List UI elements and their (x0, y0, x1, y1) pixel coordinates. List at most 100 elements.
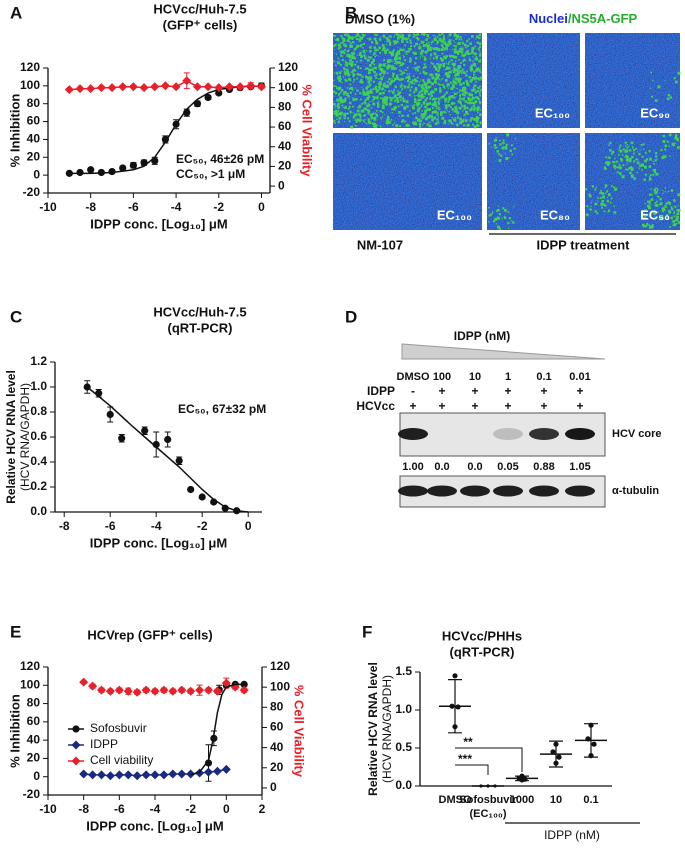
data-point (455, 704, 461, 710)
y-tick-label: 120 (20, 60, 40, 74)
data-point (171, 82, 181, 92)
y-axis-title: % Inhibition (7, 94, 22, 168)
row-mark: + (438, 384, 445, 398)
quantification: 0.0 (434, 461, 449, 473)
data-point (159, 685, 169, 695)
chart-title: HCVcc/Huh-7.5 (153, 304, 246, 319)
y-tick-label: 80 (27, 696, 41, 710)
data-point (79, 769, 89, 779)
data-point (177, 769, 187, 779)
micrograph (333, 133, 482, 230)
x-axis-title: IDPP conc. [Log₁₀] μM (86, 818, 223, 833)
data-point (140, 159, 148, 167)
data-point (215, 89, 223, 97)
y2-tick-label: 20 (278, 159, 292, 173)
data-point (214, 83, 224, 93)
data-point (150, 770, 160, 780)
data-point (88, 770, 98, 780)
data-point (141, 427, 149, 435)
panel-letter: C (10, 307, 22, 326)
y-tick-label: 0.8 (30, 404, 47, 418)
annotation: EC₅₀, 67±32 pM (178, 402, 266, 416)
data-point (212, 766, 222, 776)
y-tick-label: 0.0 (30, 504, 47, 518)
data-point (168, 686, 178, 696)
x-tick-label: -4 (150, 802, 161, 816)
significance-label: ** (463, 735, 473, 749)
row-mark: + (576, 384, 583, 398)
x-tick-label: -2 (185, 802, 196, 816)
x-tick-label: Sofosbuvir (459, 794, 517, 806)
band (427, 485, 457, 497)
y2-axis-title: % Cell Viability (300, 84, 315, 177)
x-tick-label: -2 (197, 519, 208, 533)
y2-tick-label: 0 (270, 780, 277, 794)
y2-tick-label: 40 (270, 740, 284, 754)
data-point (221, 764, 231, 774)
significance-bracket (455, 764, 489, 775)
y2-tick-label: 100 (278, 80, 298, 94)
y-tick-label: 80 (27, 96, 41, 110)
data-point (107, 83, 117, 93)
data-point (150, 686, 160, 696)
quantification: 1.05 (569, 461, 590, 473)
data-point (96, 83, 106, 93)
row-mark: + (471, 384, 478, 398)
quantification: 1.00 (402, 461, 423, 473)
data-point (150, 82, 160, 92)
data-point (76, 168, 84, 177)
quantification: 0.05 (497, 461, 518, 473)
data-point (139, 83, 149, 93)
y-tick-label: 60 (27, 114, 41, 128)
y-tick-label: 0 (33, 167, 40, 181)
data-point (239, 685, 249, 695)
data-point (132, 687, 142, 697)
panel-letter: D (345, 307, 357, 326)
data-point (128, 82, 138, 92)
quantification: 0.0 (467, 461, 482, 473)
x-tick-label: 1000 (510, 794, 534, 806)
y2-tick-label: 20 (270, 760, 284, 774)
data-point (204, 685, 213, 695)
panel-letter: A (10, 3, 22, 22)
y2-axis-title: % Cell Viability (292, 685, 307, 778)
y-tick-label: -20 (23, 787, 41, 801)
y-tick-label: 1.2 (30, 354, 47, 368)
legend-label: Sofosbuvir (90, 721, 147, 735)
y-tick-label: 40 (27, 732, 41, 746)
data-point (452, 673, 458, 679)
data-point (118, 434, 126, 442)
y-tick-label: 0.4 (30, 454, 47, 468)
data-point (105, 771, 115, 781)
data-point (164, 435, 172, 444)
data-point (159, 770, 169, 780)
row-label: HCVcc (356, 399, 395, 413)
x-tick-label: -2 (213, 200, 224, 214)
y2-tick-label: 80 (278, 100, 292, 114)
data-point (186, 769, 196, 779)
y-tick-label: 20 (27, 149, 41, 163)
data-point (246, 81, 256, 91)
data-point (114, 770, 124, 780)
x-tick-label: -6 (114, 802, 125, 816)
legend-label: IDPP (90, 737, 118, 751)
image-footer: NM-107 (357, 237, 403, 252)
x-tick-label: 0 (245, 519, 252, 533)
series-line (190, 683, 245, 776)
stain-gfp: /NS5A-GFP (568, 11, 638, 26)
data-point (195, 768, 205, 778)
data-point (550, 749, 556, 755)
data-point (221, 678, 231, 688)
data-point (186, 686, 196, 696)
data-point (204, 93, 212, 102)
band (565, 485, 595, 497)
data-point (177, 685, 187, 695)
image-label: EC₅₀ (640, 207, 670, 222)
x-axis-title: IDPP conc. [Log₁₀] μM (90, 216, 227, 231)
stain-nuclei: Nuclei (529, 11, 568, 26)
chart-title: (GFP⁺ cells) (163, 17, 238, 32)
micrograph (585, 33, 680, 128)
dose-wedge (401, 343, 606, 360)
x-tick-label: -8 (78, 802, 89, 816)
band (565, 428, 595, 440)
